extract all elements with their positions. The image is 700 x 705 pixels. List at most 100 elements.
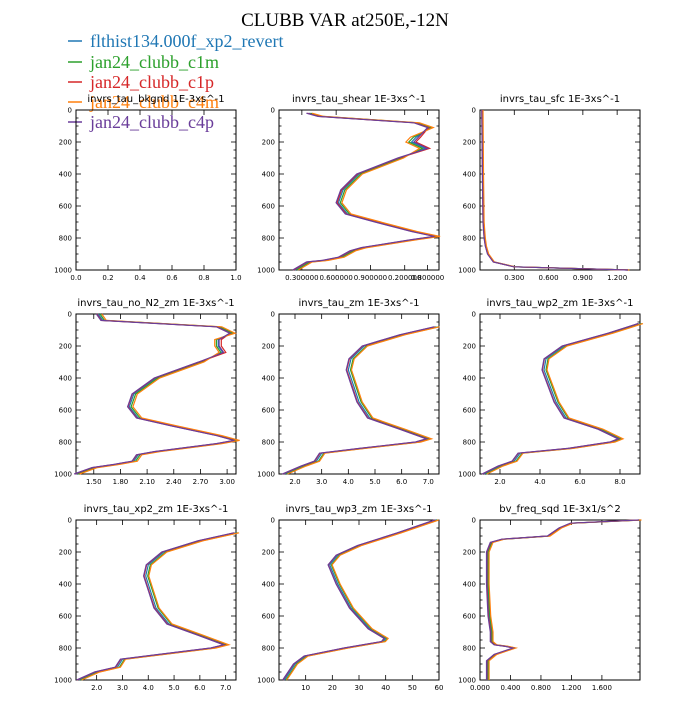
series-line-2 [286, 326, 439, 475]
series-line-4 [287, 326, 440, 475]
y-tick-label: 200 [463, 139, 476, 147]
legend-label: jan24_clubb_c1m [89, 52, 219, 72]
x-tick-label: 0.0 [70, 274, 81, 282]
series-line-4 [482, 109, 630, 271]
y-tick-label: 1000 [458, 267, 476, 275]
x-tick-label: 0.200000 [388, 274, 421, 282]
plot-frame [479, 109, 641, 271]
y-tick-label: 200 [463, 343, 476, 351]
series-line-3 [486, 519, 640, 680]
plot-frame [278, 519, 440, 681]
x-tick-label: 1.50 [86, 478, 102, 486]
x-tick-label: 50 [408, 684, 417, 692]
y-tick-label: 600 [262, 613, 275, 621]
y-tick-label: 400 [59, 171, 72, 179]
panel-title: invrs_tau_xp2_zm 1E-3xs^-1 [84, 504, 229, 515]
y-tick-label: 600 [262, 203, 275, 211]
series-line-3 [481, 109, 629, 271]
series-line-5 [292, 112, 435, 271]
y-tick-label: 1000 [257, 267, 275, 275]
x-tick-label: 2.40 [166, 478, 182, 486]
plot-frame [278, 109, 440, 271]
y-tick-label: 400 [262, 375, 275, 383]
x-tick-label: 4.0 [534, 478, 545, 486]
x-tick-label: 0.000 [470, 684, 490, 692]
figure-title: CLUBB VAR at250E,-12N [241, 10, 449, 31]
x-tick-label: 3.0 [316, 478, 327, 486]
series-line-4 [486, 323, 644, 475]
panel-title: invrs_tau_sfc 1E-3xs^-1 [500, 94, 620, 105]
series-line-4 [286, 519, 439, 681]
y-tick-label: 400 [59, 375, 72, 383]
y-tick-label: 800 [262, 439, 275, 447]
series-line-4 [298, 112, 441, 271]
series-line-5 [73, 313, 235, 475]
y-tick-label: 400 [463, 581, 476, 589]
x-tick-label: 0.2 [102, 274, 113, 282]
panel-8: invrs_tau_wp3_zm 1E-3xs^-1 0 200 400 600 800 1… [257, 504, 443, 692]
plot-frame [479, 519, 641, 681]
series-line-1 [481, 109, 629, 271]
series-line-5 [485, 519, 639, 680]
y-tick-label: 0 [271, 311, 275, 319]
series-line-3 [74, 313, 235, 475]
legend-label: flthist134.000f_xp2_revert [90, 31, 283, 51]
y-tick-label: 800 [463, 439, 476, 447]
y-tick-label: 0 [472, 517, 476, 525]
x-tick-label: 2.70 [193, 478, 209, 486]
y-tick-label: 600 [59, 407, 72, 415]
panel-title: invrs_tau_wp3_zm 1E-3xs^-1 [286, 504, 433, 515]
x-tick-label: 2.0 [289, 478, 300, 486]
y-tick-label: 600 [59, 613, 72, 621]
x-tick-label: 7.0 [423, 478, 434, 486]
plot-frame [75, 313, 237, 475]
y-tick-label: 400 [262, 581, 275, 589]
y-tick-label: 800 [59, 235, 72, 243]
x-tick-label: 6.0 [574, 478, 585, 486]
y-tick-label: 0 [68, 107, 72, 115]
x-tick-label: 40 [381, 684, 390, 692]
y-tick-label: 400 [262, 171, 275, 179]
y-tick-label: 0 [271, 517, 275, 525]
y-tick-label: 1000 [458, 471, 476, 479]
series-line-2 [482, 109, 629, 271]
x-tick-label: 5.0 [369, 478, 380, 486]
x-tick-label: 0.4 [134, 274, 146, 282]
x-tick-label: 0.800000 [411, 274, 444, 282]
panel-4: invrs_tau_no_N2_zm 1E-3xs^-1 0 200 400 600 80… [54, 298, 240, 486]
y-tick-label: 0 [271, 107, 275, 115]
panel-title: invrs_tau_zm 1E-3xs^-1 [298, 298, 419, 309]
y-tick-label: 200 [59, 343, 72, 351]
series-line-5 [282, 519, 435, 681]
y-tick-label: 800 [262, 645, 275, 653]
series-line-2 [77, 313, 238, 475]
legend-label: jan24_clubb_c1p [89, 72, 214, 92]
series-line-1 [75, 313, 237, 475]
legend-label: jan24_clubb_c4m [89, 92, 219, 112]
x-tick-label: 0.8 [198, 274, 209, 282]
y-tick-label: 800 [262, 235, 275, 243]
panel-1: invrs_tau_bkgnd 1E-3xs^-1 0 200 400 600 800 10… [54, 94, 241, 282]
y-tick-label: 600 [463, 407, 476, 415]
panel-title: invrs_tau_wp2_zm 1E-3xs^-1 [487, 298, 634, 309]
panel-6: invrs_tau_wp2_zm 1E-3xs^-1 0 200 400 600 800 1… [458, 298, 644, 486]
series-line-5 [281, 326, 435, 475]
panel-7: invrs_tau_xp2_zm 1E-3xs^-1 0 200 400 600 800 1… [54, 504, 240, 692]
y-tick-label: 800 [59, 645, 72, 653]
plot-frame [75, 109, 237, 271]
panel-5: invrs_tau_zm 1E-3xs^-1 0 200 400 600 800 1000 2… [257, 298, 440, 486]
series-line-1 [487, 519, 641, 680]
series-line-4 [81, 532, 240, 681]
x-tick-label: 5.0 [168, 684, 179, 692]
y-tick-label: 800 [59, 439, 72, 447]
x-tick-label: 0.900000 [354, 274, 387, 282]
x-tick-label: 0.300000 [285, 274, 318, 282]
x-tick-label: 6.0 [396, 478, 407, 486]
panel-3: invrs_tau_sfc 1E-3xs^-1 0 200 400 600 800 1000… [458, 94, 641, 282]
y-tick-label: 1000 [257, 677, 275, 685]
y-tick-label: 400 [59, 581, 72, 589]
series-line-2 [487, 519, 641, 680]
x-tick-label: 2.0 [91, 684, 102, 692]
panel-title: bv_freq_sqd 1E-3x1/s^2 [499, 504, 621, 515]
y-tick-label: 600 [262, 407, 275, 415]
